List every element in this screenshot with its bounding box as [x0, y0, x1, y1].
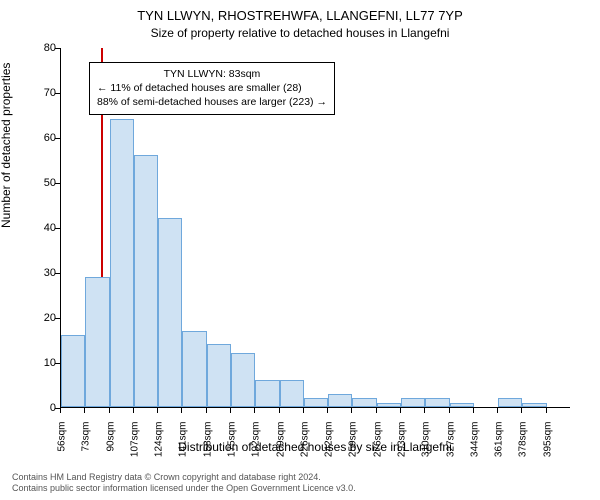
xtick-label: 310sqm: [421, 422, 432, 472]
xtick-mark: [230, 408, 231, 413]
property-size-chart: TYN LLWYN, RHOSTREHWFA, LLANGEFNI, LL77 …: [0, 0, 600, 500]
xtick-label: 361sqm: [494, 422, 505, 472]
xtick-label: 73sqm: [81, 422, 92, 472]
annotation-line-2: ← 11% of detached houses are smaller (28…: [97, 81, 327, 95]
xtick-label: 242sqm: [324, 422, 335, 472]
xtick-mark: [473, 408, 474, 413]
xtick-label: 209sqm: [275, 422, 286, 472]
footer-attribution: Contains HM Land Registry data © Crown c…: [12, 472, 588, 495]
xtick-label: 344sqm: [469, 422, 480, 472]
xtick-label: 175sqm: [227, 422, 238, 472]
histogram-bar: [280, 380, 304, 407]
xtick-mark: [84, 408, 85, 413]
ytick-label: 30: [26, 267, 56, 279]
xtick-label: 107sqm: [129, 422, 140, 472]
histogram-bar: [61, 335, 85, 407]
histogram-bar: [377, 403, 401, 408]
histogram-bar: [182, 331, 206, 408]
xtick-mark: [303, 408, 304, 413]
histogram-bar: [522, 403, 546, 408]
xtick-label: 158sqm: [202, 422, 213, 472]
y-axis-label: Number of detached properties: [0, 63, 13, 228]
xtick-label: 141sqm: [178, 422, 189, 472]
histogram-bar: [425, 398, 449, 407]
xtick-label: 192sqm: [251, 422, 262, 472]
xtick-label: 276sqm: [372, 422, 383, 472]
ytick-label: 0: [26, 402, 56, 414]
xtick-label: 124sqm: [154, 422, 165, 472]
xtick-mark: [424, 408, 425, 413]
xtick-label: 293sqm: [397, 422, 408, 472]
histogram-bar: [255, 380, 279, 407]
ytick-label: 60: [26, 132, 56, 144]
xtick-mark: [206, 408, 207, 413]
chart-title-line2: Size of property relative to detached ho…: [0, 26, 600, 40]
xtick-mark: [157, 408, 158, 413]
xtick-mark: [254, 408, 255, 413]
histogram-bar: [304, 398, 328, 407]
ytick-label: 80: [26, 42, 56, 54]
histogram-bar: [110, 119, 134, 407]
plot-area: TYN LLWYN: 83sqm ← 11% of detached house…: [60, 48, 570, 408]
histogram-bar: [352, 398, 376, 407]
xtick-label: 327sqm: [445, 422, 456, 472]
xtick-mark: [181, 408, 182, 413]
ytick-label: 10: [26, 357, 56, 369]
xtick-mark: [449, 408, 450, 413]
xtick-label: 378sqm: [518, 422, 529, 472]
xtick-mark: [279, 408, 280, 413]
footer-line-1: Contains HM Land Registry data © Crown c…: [12, 472, 588, 483]
xtick-mark: [351, 408, 352, 413]
xtick-label: 90sqm: [105, 422, 116, 472]
xtick-mark: [400, 408, 401, 413]
chart-title-line1: TYN LLWYN, RHOSTREHWFA, LLANGEFNI, LL77 …: [0, 8, 600, 23]
xtick-mark: [327, 408, 328, 413]
histogram-bar: [401, 398, 425, 407]
histogram-bar: [328, 394, 352, 408]
annotation-box: TYN LLWYN: 83sqm ← 11% of detached house…: [89, 62, 335, 115]
xtick-mark: [521, 408, 522, 413]
ytick-label: 50: [26, 177, 56, 189]
xtick-mark: [109, 408, 110, 413]
xtick-label: 395sqm: [542, 422, 553, 472]
xtick-label: 226sqm: [299, 422, 310, 472]
histogram-bar: [231, 353, 255, 407]
ytick-label: 40: [26, 222, 56, 234]
histogram-bar: [207, 344, 231, 407]
histogram-bar: [85, 277, 109, 408]
xtick-mark: [60, 408, 61, 413]
xtick-label: 259sqm: [348, 422, 359, 472]
histogram-bar: [498, 398, 522, 407]
xtick-mark: [376, 408, 377, 413]
xtick-mark: [546, 408, 547, 413]
histogram-bar: [158, 218, 182, 407]
annotation-line-1: TYN LLWYN: 83sqm: [97, 67, 327, 81]
footer-line-2: Contains public sector information licen…: [12, 483, 588, 494]
ytick-label: 70: [26, 87, 56, 99]
ytick-label: 20: [26, 312, 56, 324]
xtick-mark: [497, 408, 498, 413]
xtick-mark: [133, 408, 134, 413]
histogram-bar: [134, 155, 158, 407]
annotation-line-3: 88% of semi-detached houses are larger (…: [97, 95, 327, 109]
xtick-label: 56sqm: [57, 422, 68, 472]
histogram-bar: [450, 403, 474, 408]
